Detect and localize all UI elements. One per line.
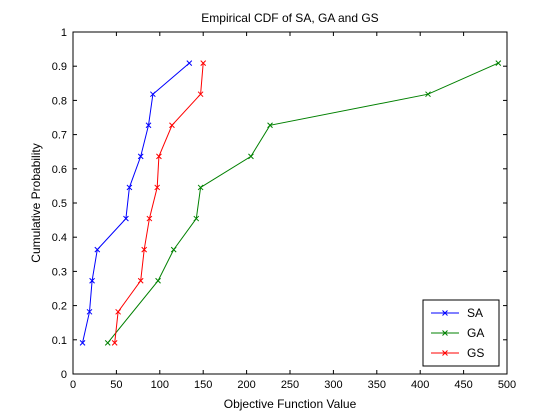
legend-label: GA: [467, 326, 484, 340]
x-tick-label: 300: [324, 379, 342, 391]
data-point-marker: [89, 277, 95, 284]
y-axis-title: Cumulative Probability: [29, 143, 43, 262]
data-point-marker: [267, 122, 273, 129]
data-point-marker: [150, 91, 156, 98]
y-tick-label: 0.7: [52, 130, 67, 142]
x-tick-label: 150: [194, 379, 212, 391]
x-tick-label: 100: [151, 379, 169, 391]
x-tick-label: 400: [411, 379, 429, 391]
data-point-marker: [170, 246, 177, 253]
y-tick-label: 0.4: [52, 232, 67, 244]
data-point-marker: [248, 153, 254, 160]
data-point-marker: [155, 277, 161, 284]
y-tick-label: 1: [61, 27, 67, 39]
legend-label: GS: [467, 346, 484, 360]
data-point-marker: [111, 340, 118, 346]
data-point-marker: [115, 308, 121, 315]
legend-label: SA: [467, 306, 483, 320]
data-point-marker: [104, 340, 111, 346]
series-ga: [104, 60, 502, 346]
legend-marker: [442, 330, 448, 336]
data-point-marker: [197, 184, 204, 191]
axes: 0 50 100 150 200 250 300 350 400 450 500 0 0.1 0.2 0.3…: [52, 27, 516, 391]
x-tick-label: 450: [454, 379, 472, 391]
x-tick-label: 350: [368, 379, 386, 391]
series-line-sa: [82, 62, 190, 344]
x-tick-label: 250: [281, 379, 299, 391]
data-point-marker: [141, 246, 148, 253]
data-point-marker: [186, 60, 193, 66]
legend-marker: [442, 310, 448, 316]
data-point-marker: [425, 91, 431, 98]
data-point-marker: [193, 215, 200, 222]
series-gs: [111, 60, 207, 346]
x-tick-label: 200: [237, 379, 255, 391]
y-tick-label: 0.2: [52, 301, 67, 313]
data-point-marker: [197, 91, 204, 98]
y-tick-label: 0.6: [52, 164, 67, 176]
data-point-marker: [79, 340, 86, 346]
series-lines: [79, 60, 502, 346]
legend-item-ga: GA: [431, 326, 484, 340]
x-tick-label: 500: [498, 379, 516, 391]
data-point-marker: [200, 60, 207, 66]
x-tick-label: 0: [70, 379, 76, 391]
y-tick-label: 0: [61, 369, 67, 381]
y-tick-label: 0.8: [52, 95, 67, 107]
legend: SA GA GS: [422, 299, 500, 367]
data-point-marker: [126, 184, 133, 191]
legend-item-gs: GS: [431, 346, 484, 360]
data-point-marker: [169, 122, 175, 129]
data-point-marker: [137, 277, 144, 284]
data-point-marker: [123, 215, 129, 222]
y-tick-label: 0.1: [52, 335, 67, 347]
data-point-marker: [495, 60, 502, 66]
chart-title: Empirical CDF of SA, GA and GS: [201, 11, 378, 25]
y-tick-label: 0.9: [52, 61, 67, 73]
legend-marker: [442, 350, 448, 356]
y-tick-label: 0.3: [52, 266, 67, 278]
legend-item-sa: SA: [431, 306, 483, 320]
data-point-marker: [156, 153, 162, 160]
data-point-marker: [145, 122, 152, 129]
data-point-marker: [146, 215, 153, 222]
x-axis-title: Objective Function Value: [224, 397, 357, 411]
x-tick-label: 50: [110, 379, 122, 391]
data-point-marker: [137, 153, 144, 160]
data-point-marker: [154, 184, 161, 191]
data-point-marker: [94, 246, 101, 253]
series-line-gs: [114, 63, 204, 343]
series-sa: [79, 60, 193, 346]
y-tick-label: 0.5: [52, 198, 67, 210]
data-point-marker: [86, 308, 93, 315]
